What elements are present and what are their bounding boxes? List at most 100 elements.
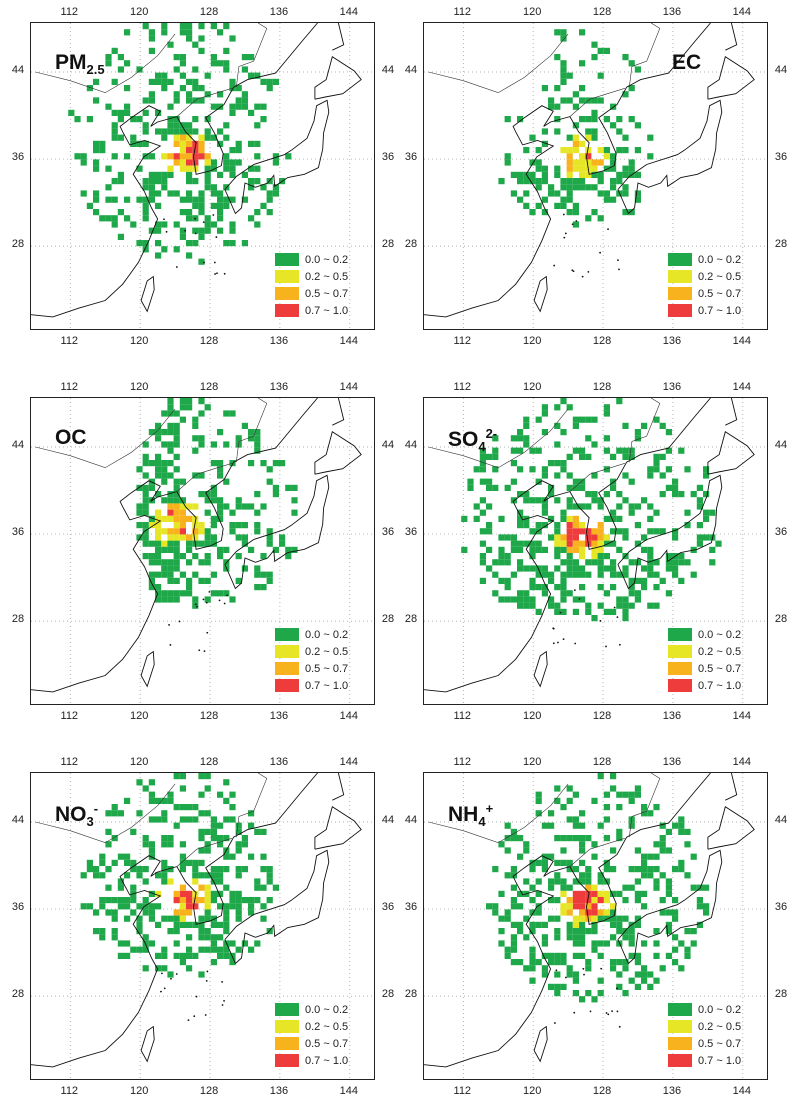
plume-cell xyxy=(665,590,672,597)
plume-cell xyxy=(541,466,548,473)
legend-swatch xyxy=(668,1037,692,1050)
plume-cell xyxy=(566,165,573,172)
plume-cell xyxy=(105,884,112,891)
plume-cell xyxy=(572,940,579,947)
plume-cell xyxy=(641,940,648,947)
plume-cell xyxy=(560,952,567,959)
plume-cell xyxy=(198,828,205,835)
x-tick-label: 120 xyxy=(129,381,149,393)
legend-label: 0.0 ~ 0.2 xyxy=(305,628,349,641)
plume-cell xyxy=(179,128,186,135)
country-border xyxy=(629,398,661,463)
plume-cell xyxy=(579,97,586,104)
plume-cell xyxy=(173,897,180,904)
plume-cell xyxy=(148,190,155,197)
plume-cell xyxy=(204,509,211,516)
y-tick-label: 44 xyxy=(774,438,788,451)
plume-cell xyxy=(684,841,691,848)
plume-cell xyxy=(117,54,124,61)
plume-cell xyxy=(204,847,211,854)
plume-cell xyxy=(554,952,561,959)
plume-cell xyxy=(204,577,211,584)
plume-cell xyxy=(622,990,629,997)
plume-cell xyxy=(566,72,573,79)
plume-cell xyxy=(498,577,505,584)
plume-cell xyxy=(529,178,536,185)
plume-cell xyxy=(560,559,567,566)
plume-cell xyxy=(167,429,174,436)
plume-cell xyxy=(173,97,180,104)
plume-cell xyxy=(155,72,162,79)
plume-cell xyxy=(610,785,617,792)
plume-cell xyxy=(585,116,592,123)
plume-cell xyxy=(217,934,224,941)
plume-cell xyxy=(591,546,598,553)
plume-cell xyxy=(217,946,224,953)
plume-cell xyxy=(634,890,641,897)
plume-cell xyxy=(173,54,180,61)
plume-cell xyxy=(603,153,610,160)
plume-cell xyxy=(136,534,143,541)
plume-cell xyxy=(198,441,205,448)
plume-cell xyxy=(585,491,592,498)
island-speck xyxy=(205,601,208,604)
legend-label: 0.7 ~ 1.0 xyxy=(305,679,349,692)
coastline xyxy=(617,99,723,215)
plume-cell xyxy=(579,921,586,928)
plume-cell xyxy=(560,540,567,547)
plume-cell xyxy=(179,804,186,811)
plume-cell xyxy=(696,522,703,529)
plume-cell xyxy=(161,134,168,141)
plume-cell xyxy=(260,903,267,910)
plume-cell xyxy=(117,209,124,216)
plume-cell xyxy=(142,503,149,510)
x-tick-label: 128 xyxy=(199,6,219,18)
island-speck xyxy=(206,970,209,973)
plume-cell xyxy=(105,215,112,222)
plume-cell xyxy=(560,60,567,67)
plume-cell xyxy=(155,453,162,460)
plume-cell xyxy=(603,447,610,454)
plume-cell xyxy=(241,866,248,873)
plume-cell xyxy=(541,196,548,203)
plume-cell xyxy=(541,590,548,597)
plume-cell xyxy=(616,959,623,966)
plume-cell xyxy=(186,546,193,553)
plume-cell xyxy=(272,190,279,197)
map-panel-so4: 112 112 120 120 128 128 136 136 144 144 44 44 36 36 28… xyxy=(405,381,800,745)
plume-cell xyxy=(167,116,174,123)
y-tick-label: 28 xyxy=(11,238,25,251)
species-title: NO3- xyxy=(55,801,98,829)
plume-cell xyxy=(610,540,617,547)
plume-cell xyxy=(572,565,579,572)
plume-cell xyxy=(591,159,598,166)
plume-cell xyxy=(690,928,697,935)
plume-cell xyxy=(554,165,561,172)
plume-cell xyxy=(179,890,186,897)
plume-cell xyxy=(634,921,641,928)
island-speck xyxy=(163,987,166,990)
plume-cell xyxy=(628,822,635,829)
plume-cell xyxy=(659,909,666,916)
plume-cell xyxy=(603,47,610,54)
plume-cell xyxy=(572,596,579,603)
legend-swatch xyxy=(668,270,692,283)
plume-cell xyxy=(291,497,298,504)
plume-cell xyxy=(548,952,555,959)
plume-cell xyxy=(672,559,679,566)
plume-cell xyxy=(148,91,155,98)
plume-cell xyxy=(272,884,279,891)
plume-cell xyxy=(603,565,610,572)
plume-cell xyxy=(591,472,598,479)
plume-cell xyxy=(585,184,592,191)
species-subscript: 4 xyxy=(478,814,486,830)
plume-cell xyxy=(223,134,230,141)
plume-cell xyxy=(155,435,162,442)
legend-entry: 0.5 ~ 0.7 xyxy=(668,285,741,302)
color-legend: 0.0 ~ 0.2 0.2 ~ 0.5 0.5 ~ 0.7 0.7 ~ 1.0 xyxy=(275,1001,348,1069)
island-speck xyxy=(571,269,574,272)
x-tick-label: 112 xyxy=(60,710,79,722)
plume-cell xyxy=(529,928,536,935)
plume-cell xyxy=(142,97,149,104)
plume-cell xyxy=(517,116,524,123)
